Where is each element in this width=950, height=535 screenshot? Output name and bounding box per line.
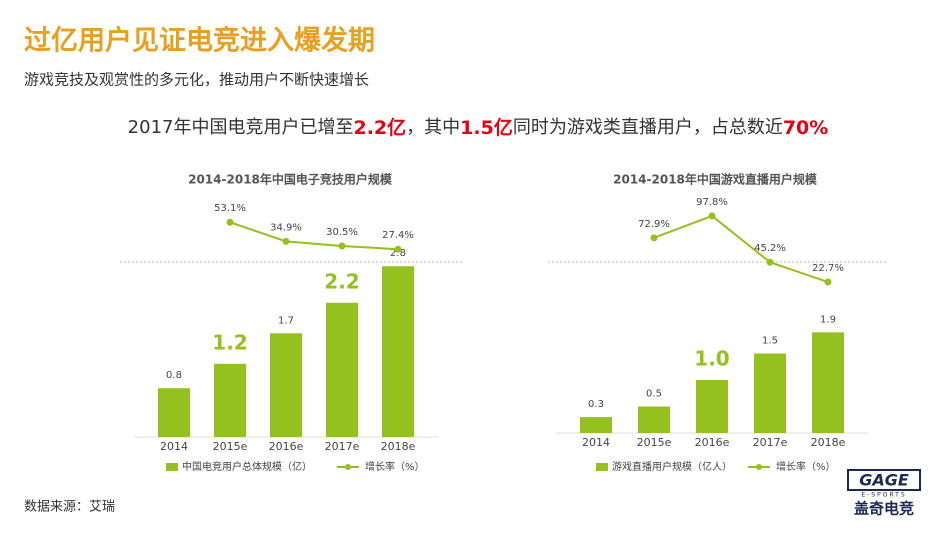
bar-value-label: 1.2 — [212, 330, 247, 354]
growth-label: 27.4% — [382, 230, 414, 241]
bar-value-label: 0.3 — [588, 399, 604, 410]
highlight-text: 2017年中国电竞用户已增至 — [128, 117, 354, 138]
bar-value-label: 1.0 — [694, 347, 729, 371]
growth-label: 45.2% — [754, 243, 786, 254]
highlight-emphasis: 2.2亿 — [353, 116, 406, 139]
growth-line — [229, 221, 399, 251]
chart-title: 2014-2018年中国电子竞技用户规模 — [188, 172, 393, 187]
source: 数据来源：艾瑞 — [24, 500, 115, 515]
bar — [638, 406, 670, 433]
x-tick-label: 2018e — [381, 440, 416, 453]
bar — [326, 302, 358, 437]
x-tick-label: 2015e — [637, 436, 672, 449]
slide-title: 过亿用户见证电竞进入爆发期 — [24, 25, 375, 57]
chart-title: 2014-2018年中国游戏直播用户规模 — [613, 172, 818, 187]
highlight-emphasis: 1.5亿 — [460, 116, 513, 139]
growth-point — [824, 278, 832, 286]
legend-swatch — [596, 463, 608, 471]
legend-swatch-dot — [345, 464, 351, 470]
x-tick-label: 2015e — [213, 440, 248, 453]
growth-label: 97.8% — [696, 197, 728, 208]
x-tick-label: 2017e — [753, 436, 788, 449]
highlight-text: ，其中 — [406, 117, 460, 138]
bar — [270, 333, 302, 437]
legend-label: 游戏直播用户规模（亿人） — [612, 460, 732, 473]
x-tick-label: 2016e — [269, 440, 304, 453]
growth-label: 72.9% — [638, 219, 670, 230]
bar — [812, 332, 844, 433]
growth-point — [708, 212, 716, 220]
bar-value-label: 0.5 — [646, 389, 662, 400]
logo-brand: GAGE — [859, 471, 909, 490]
highlight-sentence: 2017年中国电竞用户已增至2.2亿，其中1.5亿同时为游戏类直播用户，占总数近… — [128, 116, 829, 139]
legend-swatch-dot — [756, 464, 762, 470]
bar — [158, 388, 190, 437]
growth-point — [650, 234, 658, 242]
logo-frame — [847, 469, 921, 491]
growth-point — [282, 237, 290, 245]
growth-point — [766, 258, 774, 266]
growth-point — [338, 242, 346, 250]
growth-point — [226, 218, 234, 226]
slide-subtitle: 游戏竞技及观赏性的多元化，推动用户不断快速增长 — [24, 71, 369, 89]
bar — [696, 380, 728, 433]
logo: GAGE E-SPORTS 盖奇电竞 — [847, 469, 921, 518]
growth-label: 22.7% — [812, 263, 844, 274]
legend-swatch — [166, 463, 178, 471]
growth-label: 30.5% — [326, 227, 358, 238]
growth-label: 53.1% — [214, 203, 246, 214]
bar — [580, 417, 612, 433]
bar-value-label: 2.2 — [324, 269, 359, 293]
bar-value-label: 0.8 — [166, 370, 182, 381]
x-tick-label: 2014 — [160, 440, 188, 453]
highlight-emphasis: 70% — [783, 117, 828, 139]
x-tick-label: 2014 — [582, 436, 610, 449]
bar-value-label: 1.7 — [278, 315, 294, 326]
growth-point — [394, 245, 402, 253]
legend-label: 中国电竞用户总体规模（亿） — [182, 460, 312, 473]
highlight-text: 同时为游戏类直播用户，占总数近 — [513, 117, 783, 138]
bar-value-label: 1.9 — [820, 314, 836, 325]
growth-line — [653, 214, 829, 283]
bar — [382, 266, 414, 437]
growth-label: 34.9% — [270, 222, 302, 233]
legend-label: 增长率（%） — [776, 460, 836, 473]
bar-value-label: 2.8 — [390, 248, 406, 259]
x-tick-label: 2016e — [695, 436, 730, 449]
logo-name: 盖奇电竞 — [854, 500, 914, 518]
x-tick-label: 2018e — [811, 436, 846, 449]
bar — [214, 363, 246, 437]
x-tick-label: 2017e — [325, 440, 360, 453]
legend-label: 增长率（%） — [365, 460, 425, 473]
bar — [754, 353, 786, 433]
logo-tag: E-SPORTS — [861, 492, 906, 499]
bar-value-label: 1.5 — [762, 336, 778, 347]
